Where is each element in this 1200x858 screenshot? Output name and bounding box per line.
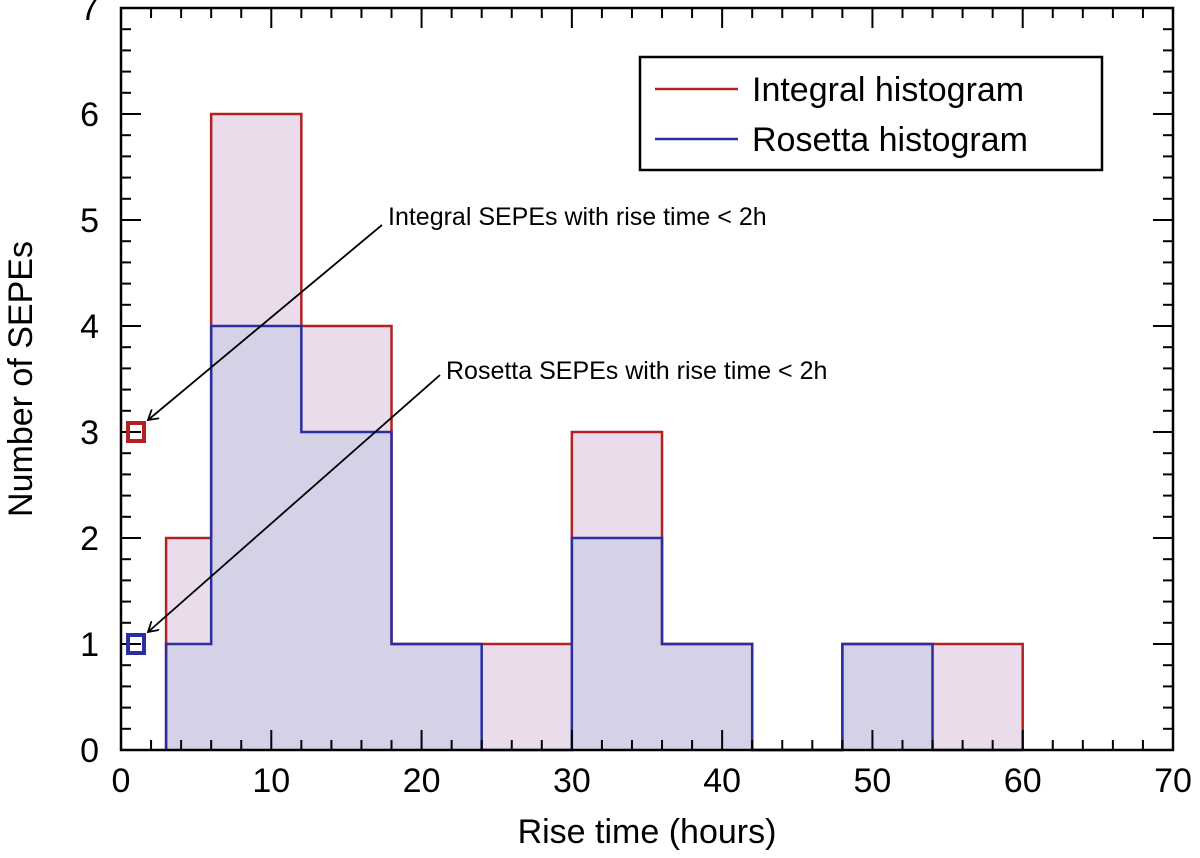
bar-rosetta-3 <box>391 644 482 750</box>
plot-frame <box>119 6 1175 752</box>
annotation-arrow-0 <box>148 224 383 420</box>
x-tick-label: 60 <box>1004 762 1042 800</box>
marker-rosetta <box>126 633 147 655</box>
bar-integral-9 <box>932 644 1023 750</box>
annotations: Integral SEPEs with rise time < 2h Rosett… <box>148 203 827 632</box>
x-tick-label: 50 <box>854 762 892 800</box>
x-axis-title: Rise time (hours) <box>518 813 777 851</box>
annotation-text-1: Rosetta SEPEs with rise time < 2h <box>446 357 827 385</box>
y-tick-label: 3 <box>80 414 99 452</box>
x-tick-label: 10 <box>252 762 290 800</box>
bar-rosetta-1 <box>211 326 302 750</box>
y-tick-label: 6 <box>80 96 99 134</box>
y-tick-label: 1 <box>80 626 99 664</box>
bar-rosetta-8 <box>842 644 933 750</box>
marker-integral <box>126 421 147 443</box>
y-axis-title: Number of SEPEs <box>2 241 40 517</box>
y-tick-label: 7 <box>80 0 99 28</box>
x-tick-label: 70 <box>1154 762 1192 800</box>
bar-integral-4 <box>481 644 572 750</box>
data-markers <box>126 421 147 655</box>
legend: Integral histogram Rosetta histogram <box>638 55 1104 172</box>
bar-rosetta-5 <box>571 538 663 750</box>
bar-rosetta-0 <box>166 644 212 750</box>
y-tick-label: 0 <box>80 732 99 770</box>
legend-box <box>638 55 1104 172</box>
tick-labels: 0 10 20 30 40 50 60 70 0 1 2 3 4 5 6 7 <box>80 0 1192 800</box>
x-tick-label: 0 <box>112 762 131 800</box>
bar-rosetta-2 <box>301 432 392 750</box>
x-tick-label: 30 <box>553 762 591 800</box>
annotation-text-0: Integral SEPEs with rise time < 2h <box>388 203 767 231</box>
x-tick-label: 20 <box>403 762 441 800</box>
bar-rosetta-6 <box>662 644 753 750</box>
y-tick-label: 2 <box>80 520 99 558</box>
y-tick-label: 4 <box>80 308 99 346</box>
annotation-arrow-1 <box>148 374 441 632</box>
legend-label-integral: Integral histogram <box>752 71 1024 109</box>
x-tick-label: 40 <box>703 762 741 800</box>
y-tick-label: 5 <box>80 202 99 240</box>
legend-label-rosetta: Rosetta histogram <box>752 121 1028 159</box>
histogram-bars <box>166 114 1023 750</box>
